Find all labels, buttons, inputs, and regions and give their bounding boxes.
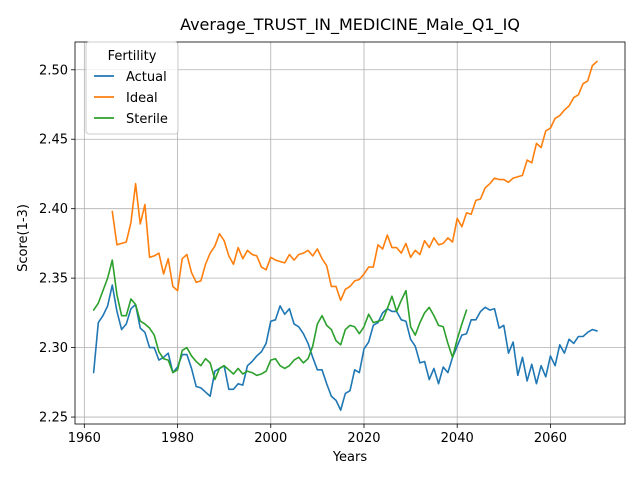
y-tick-label: 2.25: [39, 411, 68, 426]
x-tick-label: 1980: [161, 431, 194, 446]
y-tick-label: 2.30: [39, 341, 68, 356]
plot-frame: [74, 41, 626, 425]
series-line-sterile: [92, 259, 468, 381]
x-tick-label: 2040: [441, 431, 474, 446]
x-tick-label: 1960: [68, 431, 101, 446]
y-tick-label: 2.45: [39, 133, 68, 148]
x-tick-label: 2020: [347, 431, 380, 446]
y-tick-label: 2.40: [39, 202, 68, 217]
y-axis-title: Score(1-3): [16, 204, 31, 272]
legend: Fertility Actual Ideal Sterile: [85, 41, 179, 135]
legend-title: Fertility: [108, 49, 157, 64]
x-axis-title: Years: [332, 450, 368, 465]
series-line-ideal: [111, 60, 598, 302]
grid: [75, 42, 625, 424]
legend-label-ideal: Ideal: [126, 91, 158, 106]
chart-title: Average_TRUST_IN_MEDICINE_Male_Q1_IQ: [180, 15, 520, 35]
x-axis: 1960 1980 2000 2020 2040 2060: [68, 424, 567, 446]
series-layer: [92, 60, 598, 411]
legend-label-sterile: Sterile: [126, 112, 168, 127]
y-tick-label: 2.50: [39, 63, 68, 78]
x-tick-label: 2060: [534, 431, 567, 446]
y-tick-label: 2.35: [39, 272, 68, 287]
legend-box: [85, 41, 179, 135]
legend-label-actual: Actual: [126, 70, 167, 85]
x-tick-label: 2000: [254, 431, 287, 446]
y-axis: 2.25 2.30 2.35 2.40 2.45 2.50: [39, 63, 75, 426]
